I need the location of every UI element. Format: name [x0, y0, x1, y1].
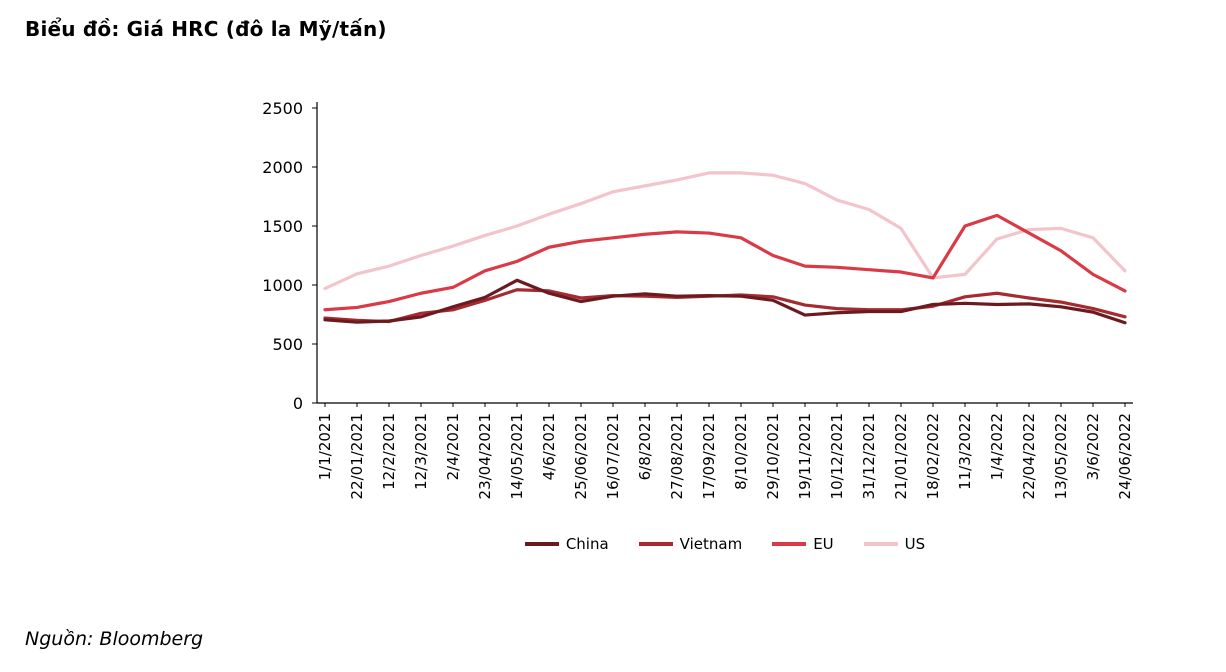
source-note: Nguồn: Bloomberg [25, 628, 204, 650]
y-axis-tick-label: 2500 [262, 99, 303, 118]
page-title: Biểu đồ: Giá HRC (đô la Mỹ/tấn) [25, 17, 387, 41]
y-axis-tick-label: 0 [293, 394, 303, 413]
x-axis-tick-label: 12/3/2021 [412, 413, 430, 490]
x-axis-tick-label: 6/8/2021 [636, 413, 654, 480]
y-axis-tick-label: 2000 [262, 158, 303, 177]
legend-label-vietnam: Vietnam [679, 535, 743, 553]
x-axis-tick-label: 31/12/2021 [860, 413, 878, 499]
x-axis-tick-label: 19/11/2021 [796, 413, 814, 499]
x-axis-tick-label: 10/12/2021 [828, 413, 846, 499]
x-axis-tick-label: 16/07/2021 [604, 413, 622, 499]
x-axis-tick-label: 23/04/2021 [476, 413, 494, 499]
x-axis-tick-label: 1/4/2022 [988, 413, 1006, 480]
x-axis-tick-label: 22/04/2022 [1020, 413, 1038, 499]
x-axis-tick-label: 22/01/2021 [348, 413, 366, 499]
legend-item-vietnam: Vietnam [638, 535, 743, 553]
legend-swatch-eu [772, 542, 807, 546]
x-axis-tick-label: 14/05/2021 [508, 413, 526, 499]
legend-label-us: US [904, 535, 926, 553]
x-axis-tick-label: 1/1/2021 [316, 413, 334, 480]
x-axis-tick-label: 18/02/2022 [924, 413, 942, 499]
x-axis-tick-label: 13/05/2022 [1052, 413, 1070, 499]
chart-legend: China Vietnam EU US [317, 535, 1133, 553]
legend-label-eu: EU [813, 535, 834, 553]
y-axis-tick-label: 1000 [262, 276, 303, 295]
legend-item-china: China [524, 535, 609, 553]
x-axis-tick-label: 29/10/2021 [764, 413, 782, 499]
x-axis-tick-label: 12/2/2021 [380, 413, 398, 490]
x-axis-tick-label: 3/6/2022 [1084, 413, 1102, 480]
x-axis-tick-label: 11/3/2022 [956, 413, 974, 490]
x-axis-tick-label: 24/06/2022 [1116, 413, 1134, 499]
x-axis-tick-label: 4/6/2021 [540, 413, 558, 480]
x-axis-tick-label: 25/06/2021 [572, 413, 590, 499]
x-axis-tick-label: 21/01/2022 [892, 413, 910, 499]
x-axis-tick-label: 27/08/2021 [668, 413, 686, 499]
y-axis-tick-label: 500 [272, 335, 303, 354]
legend-item-us: US [863, 535, 926, 553]
series-line-china [323, 278, 1127, 325]
series-line-us [323, 171, 1127, 291]
x-axis-tick-label: 8/10/2021 [732, 413, 750, 490]
x-axis-tick-label: 2/4/2021 [444, 413, 462, 480]
chart-canvas: 0 500 1000 1500 2000 2500 1/1/2021 22/01/2021 12… [262, 99, 1134, 499]
legend-swatch-us [863, 542, 898, 546]
legend-swatch-vietnam [638, 542, 673, 546]
legend-swatch-china [524, 542, 559, 546]
series-line-eu [323, 213, 1127, 312]
x-axis-tick-label: 17/09/2021 [700, 413, 718, 499]
y-axis-tick-label: 1500 [262, 217, 303, 236]
hrc-price-chart: 0 500 1000 1500 2000 2500 1/1/2021 22/01/2021 12… [0, 68, 1226, 517]
legend-label-china: China [565, 535, 609, 553]
legend-item-eu: EU [772, 535, 834, 553]
